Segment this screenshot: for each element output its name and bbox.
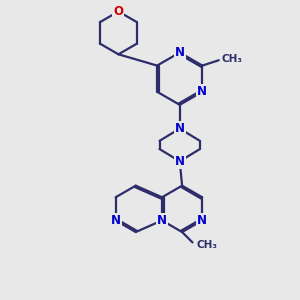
Text: CH₃: CH₃ <box>222 54 243 64</box>
Text: N: N <box>197 214 207 227</box>
Text: N: N <box>175 155 185 168</box>
Text: N: N <box>111 214 121 227</box>
Text: CH₃: CH₃ <box>197 240 218 250</box>
Text: N: N <box>175 46 185 59</box>
Text: N: N <box>197 85 207 98</box>
Text: N: N <box>175 122 185 135</box>
Text: N: N <box>157 214 167 227</box>
Text: O: O <box>113 5 123 18</box>
